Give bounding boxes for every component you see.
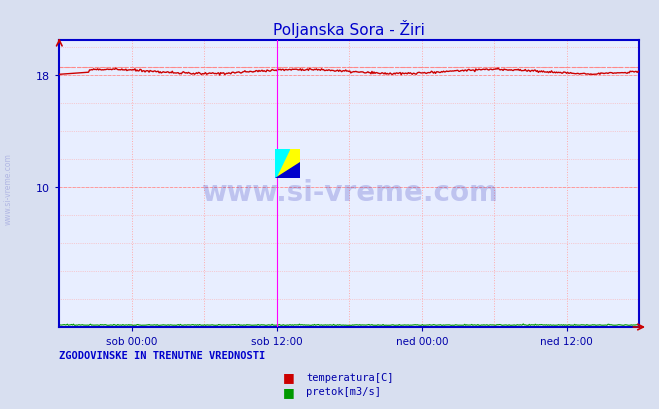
Polygon shape — [275, 150, 289, 178]
Text: www.si-vreme.com: www.si-vreme.com — [4, 152, 13, 224]
Text: ■: ■ — [283, 371, 295, 384]
Text: www.si-vreme.com: www.si-vreme.com — [201, 179, 498, 207]
Text: ZGODOVINSKE IN TRENUTNE VREDNOSTI: ZGODOVINSKE IN TRENUTNE VREDNOSTI — [59, 350, 266, 360]
Text: temperatura[C]: temperatura[C] — [306, 372, 394, 382]
Polygon shape — [275, 150, 301, 178]
Title: Poljanska Sora - Žiri: Poljanska Sora - Žiri — [273, 20, 425, 38]
Text: pretok[m3/s]: pretok[m3/s] — [306, 387, 382, 396]
Text: ■: ■ — [283, 385, 295, 398]
Polygon shape — [275, 162, 301, 178]
